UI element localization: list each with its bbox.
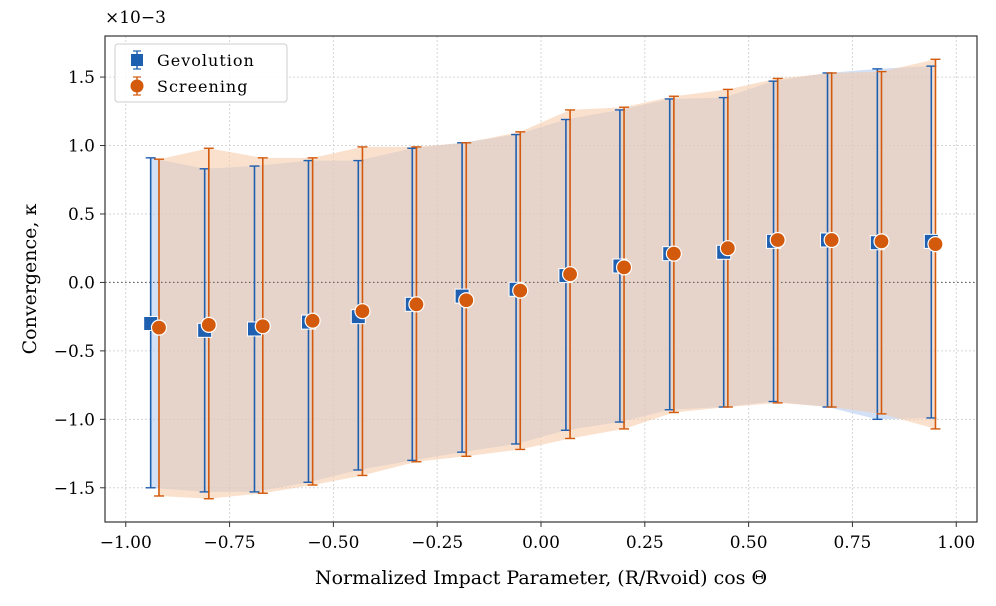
screening-point-3 — [304, 312, 321, 329]
legend-entry-gevolution — [131, 50, 143, 70]
legend-entry-screening — [130, 76, 144, 96]
legend-box — [114, 43, 288, 103]
y-tick-label-1: −1.0 — [54, 410, 95, 430]
x-tick-label-6: 0.50 — [730, 533, 768, 553]
legend: Gevolution Screening — [114, 43, 288, 103]
legend-marker-0 — [131, 54, 143, 66]
y-tick-label-0: −1.5 — [54, 479, 95, 499]
x-tick-label-7: 0.75 — [833, 533, 871, 553]
y-tick-label-3: 0.0 — [68, 273, 95, 293]
screening-point-4 — [354, 303, 371, 320]
data-markers — [143, 231, 944, 338]
y-scale-label: ×10−3 — [105, 8, 166, 28]
screening-point-7 — [512, 282, 529, 299]
y-axis-label: Convergence, κ — [19, 204, 41, 355]
x-tick-label-0: −1.00 — [100, 533, 152, 553]
error-bands — [150, 59, 936, 499]
x-tick-label-3: −0.25 — [411, 533, 463, 553]
screening-point-12 — [769, 231, 786, 249]
y-tick-label-6: 1.5 — [68, 68, 95, 88]
screening-point-0 — [150, 319, 168, 336]
axis-ticks: −1.00 −0.75 −0.50 −0.25 0.00 0.25 0.50 0.75 1.00… — [54, 68, 975, 553]
y-tick-label-4: 0.5 — [68, 205, 95, 225]
screening-point-14 — [873, 233, 890, 250]
screening-point-5 — [408, 296, 425, 313]
screening-point-11 — [719, 240, 736, 257]
x-axis-label: Normalized Impact Parameter, (R/Rvoid) c… — [315, 567, 767, 589]
x-tick-label-5: 0.25 — [626, 533, 664, 553]
screening-point-13 — [823, 231, 840, 249]
x-tick-label-1: −0.75 — [204, 533, 256, 553]
y-tick-label-5: 1.0 — [68, 137, 95, 157]
x-tick-label-8: 1.00 — [937, 533, 975, 553]
legend-label-screening: Screening — [157, 77, 248, 96]
x-tick-label-2: −0.50 — [307, 533, 359, 553]
screening-point-1 — [200, 316, 217, 333]
band-screening — [158, 59, 936, 499]
y-tick-label-2: −0.5 — [54, 342, 95, 362]
legend-marker-1 — [130, 79, 144, 93]
legend-label-gevolution: Gevolution — [157, 51, 255, 70]
screening-point-8 — [561, 266, 579, 283]
screening-point-9 — [615, 259, 633, 276]
screening-point-2 — [254, 318, 271, 335]
screening-point-10 — [665, 245, 682, 262]
screening-point-15 — [927, 235, 944, 253]
screening-point-6 — [458, 292, 475, 309]
x-tick-label-4: 0.00 — [522, 533, 560, 553]
